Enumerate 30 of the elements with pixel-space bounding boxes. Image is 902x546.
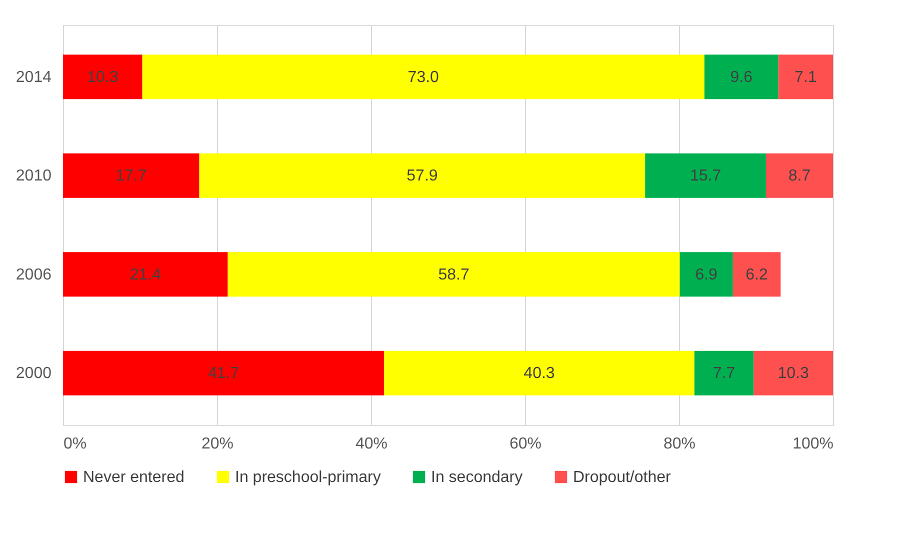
data-label: 7.1	[794, 68, 817, 86]
data-label: 7.7	[712, 365, 736, 382]
data-label: 17.7	[116, 168, 147, 185]
x-tick-label: 20%	[201, 436, 234, 452]
data-label: 6.9	[695, 266, 718, 284]
data-label: 10.3	[87, 68, 118, 86]
x-tick-label: 60%	[509, 436, 542, 452]
data-label: 21.4	[130, 266, 162, 284]
data-label: 58.7	[438, 266, 470, 284]
x-tick-label: 0%	[64, 436, 87, 452]
legend-label: In preschool-primary	[235, 469, 381, 486]
data-label: 57.9	[406, 168, 438, 185]
data-label: 73.0	[408, 68, 440, 86]
y-tick-label: 2010	[16, 168, 52, 185]
legend-label: Dropout/other	[573, 469, 672, 486]
x-tick-label: 80%	[663, 436, 696, 452]
legend-label: In secondary	[431, 469, 523, 486]
x-tick-label: 40%	[355, 436, 388, 452]
data-label: 6.2	[746, 266, 768, 284]
data-label: 10.3	[778, 365, 810, 382]
y-tick-label: 2014	[16, 68, 52, 86]
y-tick-label: 2006	[16, 266, 52, 284]
data-label: 9.6	[730, 68, 753, 86]
x-tick-label: 100%	[792, 436, 834, 452]
data-label: 8.7	[788, 168, 811, 185]
data-label: 40.3	[524, 365, 555, 382]
y-tick-label: 2000	[16, 365, 52, 382]
data-label: 15.7	[690, 168, 722, 185]
data-label: 41.7	[208, 365, 240, 382]
legend-label: Never entered	[83, 469, 184, 486]
